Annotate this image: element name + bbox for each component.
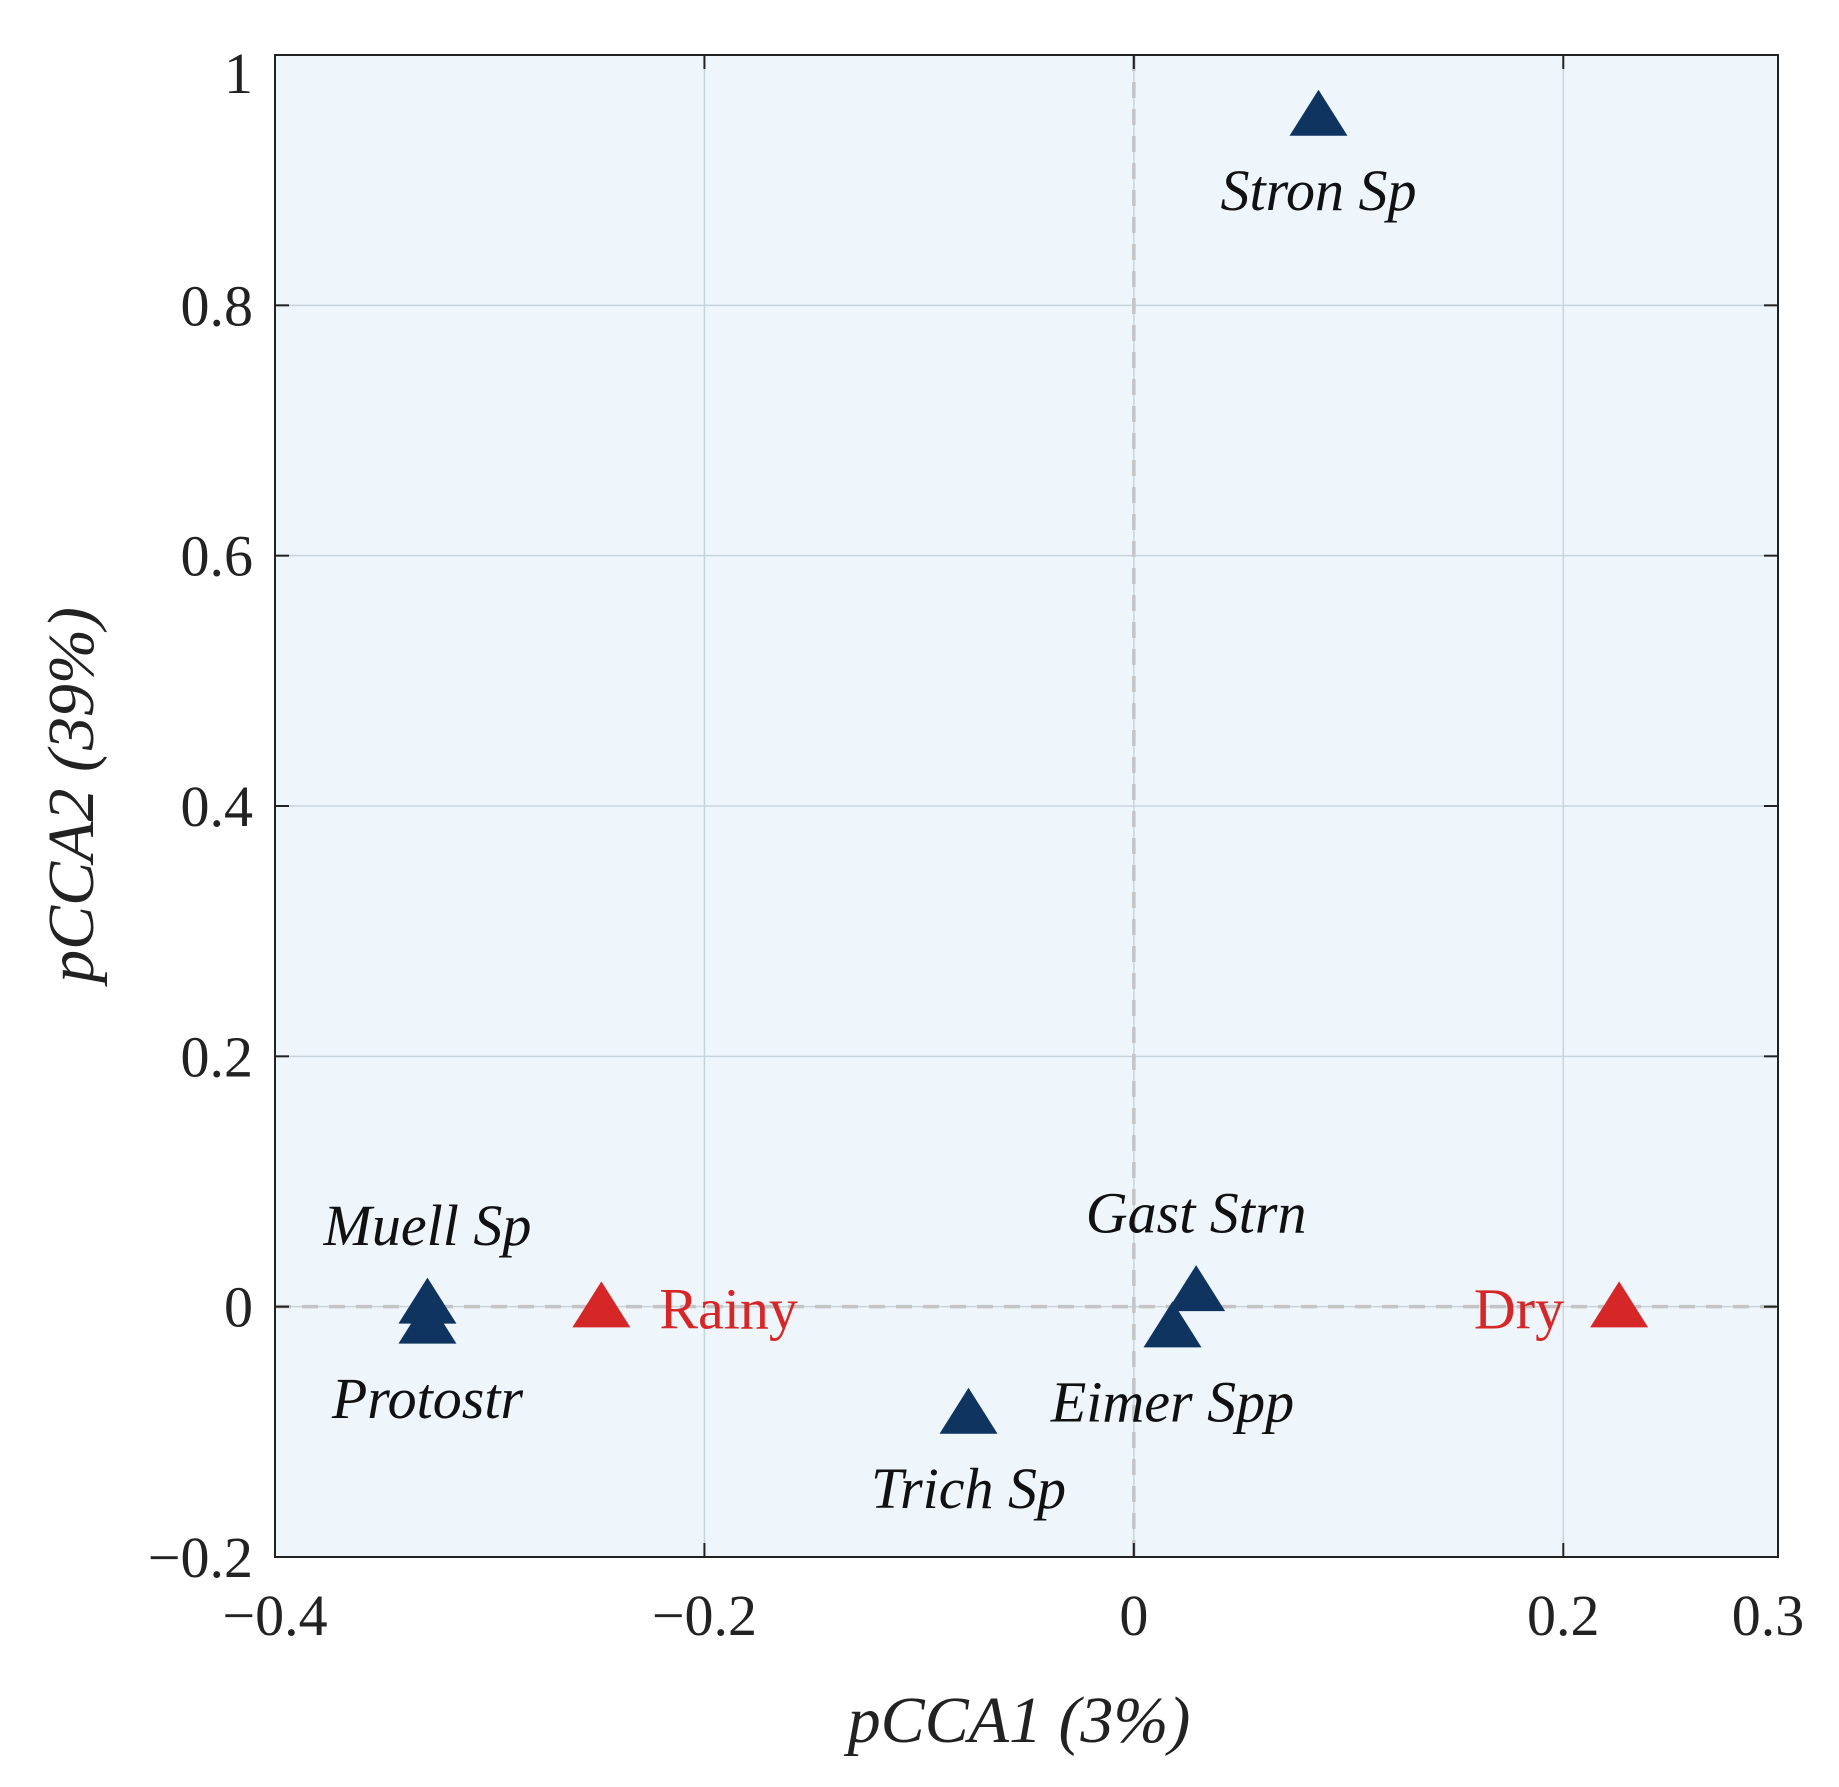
triangle-marker-dry	[1590, 1281, 1649, 1328]
triangle-marker-protostr	[398, 1297, 457, 1344]
point-label-gast-strn: Gast Strn	[1086, 1180, 1307, 1245]
point-label-rainy: Rainy	[659, 1277, 798, 1342]
y-tick-label: −0.2	[148, 1525, 253, 1590]
point-labels: Stron Sp Muell Sp Protostr Gast Strn Eimer S…	[323, 158, 1565, 1521]
y-tick-label: 0	[224, 1275, 253, 1340]
point-label-stron-sp: Stron Sp	[1220, 158, 1416, 223]
y-tick-label: 1	[224, 41, 253, 106]
y-tick-label: 0.6	[181, 524, 254, 589]
point-label-dry: Dry	[1474, 1277, 1564, 1342]
x-tick-label: −0.2	[652, 1583, 757, 1648]
triangle-marker-gast-strn	[1167, 1265, 1226, 1312]
triangle-marker-eimer-spp	[1143, 1301, 1202, 1348]
point-label-eimer-spp: Eimer Spp	[1050, 1370, 1294, 1435]
x-tick-label: −0.4	[222, 1583, 327, 1648]
ticks: −0.4 −0.2 0 0.2 0.3−0.200.20.40.60.81	[148, 41, 1804, 1648]
x-tick-label: 0	[1119, 1583, 1148, 1648]
y-tick-label: 0.2	[181, 1024, 254, 1089]
reference-lines	[275, 55, 1778, 1557]
point-label-protostr: Protostr	[331, 1366, 524, 1431]
triangle-marker-trich-sp	[939, 1387, 998, 1434]
point-label-muell-sp: Muell Sp	[323, 1193, 532, 1258]
x-tick-label: 0.2	[1527, 1583, 1600, 1648]
y-tick-label: 0.4	[181, 774, 254, 839]
x-tick-label: 0.3	[1732, 1583, 1805, 1648]
x-axis-title: pCCA1 (3%)	[844, 1684, 1191, 1757]
triangle-marker-stron-sp	[1289, 89, 1348, 136]
y-tick-label: 0.8	[181, 273, 254, 338]
triangle-marker-rainy	[572, 1281, 631, 1328]
point-label-trich-sp: Trich Sp	[871, 1456, 1066, 1521]
data-points	[398, 89, 1649, 1434]
y-axis-title: pCCA2 (39%)	[35, 607, 108, 987]
